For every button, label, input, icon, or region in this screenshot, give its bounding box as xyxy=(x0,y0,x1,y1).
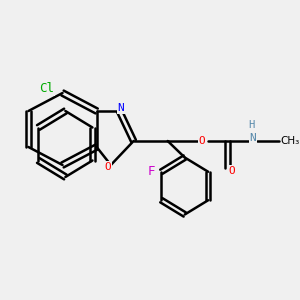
Text: N: N xyxy=(117,103,124,113)
Text: H: H xyxy=(248,119,255,130)
Text: F: F xyxy=(148,165,155,178)
Text: Cl: Cl xyxy=(39,82,54,95)
Text: N: N xyxy=(250,133,256,143)
Text: O: O xyxy=(198,136,205,146)
Text: O: O xyxy=(228,166,235,176)
Text: CH₃: CH₃ xyxy=(280,136,299,146)
Text: O: O xyxy=(105,161,111,172)
